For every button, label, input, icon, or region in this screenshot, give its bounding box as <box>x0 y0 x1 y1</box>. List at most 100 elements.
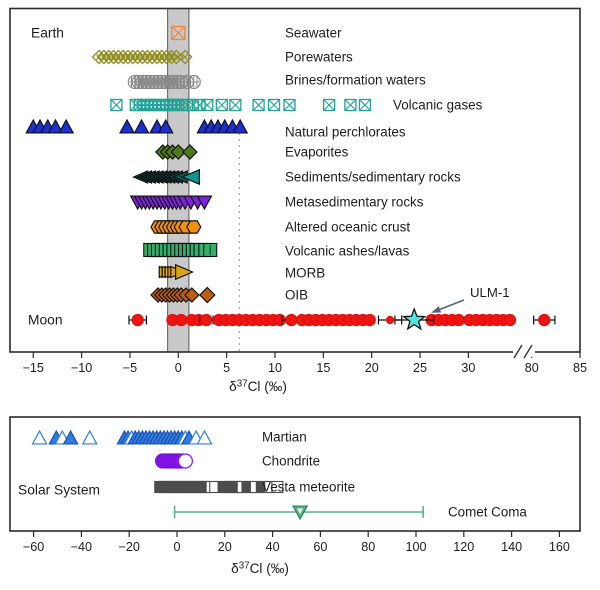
xsquare-marker <box>171 25 186 41</box>
circle-marker <box>177 453 194 469</box>
xsquare-cross <box>359 99 371 111</box>
x-axis-label-sup: 37 <box>237 379 248 390</box>
xsquare-cross <box>215 99 228 111</box>
xsquare-cross <box>252 99 265 111</box>
tri-up-marker <box>47 118 64 134</box>
axis-break-slash <box>523 344 533 359</box>
circle-marker <box>285 313 298 327</box>
series-label-comet-coma: Comet Coma <box>448 505 527 520</box>
series-volcanic-ashes-lavas: Volcanic ashes/lavas <box>143 242 410 259</box>
tri-up-marker <box>81 429 98 445</box>
xdiamond-marker <box>159 49 175 65</box>
xdiamond-marker <box>91 49 107 65</box>
x-axis-label: δ37Cl (‰) <box>229 379 287 395</box>
series-martian: Martian <box>31 429 307 445</box>
xdiamond-marker <box>101 49 117 65</box>
tri-up-marker <box>119 118 136 134</box>
panel-frame <box>9 7 581 353</box>
circle-marker <box>503 313 517 327</box>
axis-tick-label: −60 <box>23 540 44 554</box>
xdiamond-marker <box>96 49 112 65</box>
xdiamond-cross <box>181 53 189 61</box>
xsquare-cross <box>323 99 336 111</box>
circle-marker <box>175 313 188 327</box>
x-axis-label: δ37Cl (‰) <box>231 561 289 577</box>
xdiamond-marker <box>139 49 155 65</box>
axis-tick-label: −40 <box>71 540 92 554</box>
axis-break-slash <box>513 344 523 359</box>
x-axis-label-rest: Cl (‰) <box>248 379 287 394</box>
axis-tick-label: 160 <box>549 540 570 554</box>
panel-solar-system-reservoirs: −60 −40 −20 0 20 40 60 80 100 120 140 160 δ37Cl (‰) M… <box>9 416 581 577</box>
xdiamond-marker <box>177 49 193 65</box>
axis-tick-label: 85 <box>573 361 587 375</box>
series-altered-oceanic-crust: Altered oceanic crust <box>150 220 410 235</box>
xdiamond-cross <box>172 53 180 61</box>
circle-marker <box>452 313 465 327</box>
circle-marker <box>538 313 551 327</box>
series-seawater: Seawater <box>171 25 342 41</box>
xdiamond-marker <box>149 49 165 65</box>
xdiamond-marker <box>130 49 146 65</box>
xsquare-marker <box>110 98 123 112</box>
series-metasedimentary-rocks: Metasedimentary rocks <box>129 195 424 211</box>
axis-tick-label: 20 <box>365 361 379 375</box>
tri-up-marker <box>58 118 75 134</box>
series-label-natural-perchlorates: Natural perchlorates <box>285 125 406 140</box>
axis-tick-label: −10 <box>71 361 92 375</box>
tri-up-marker <box>196 429 213 445</box>
series-comet-coma: Comet Coma <box>173 505 527 521</box>
tri-down-marker <box>196 195 213 211</box>
xsquare-cross <box>110 99 123 111</box>
circle-marker <box>200 313 213 327</box>
series-label-evaporites: Evaporites <box>285 145 349 160</box>
series-morb: MORB <box>158 263 325 281</box>
xsquare-cross <box>229 99 242 111</box>
tri-up-marker <box>157 118 174 134</box>
series-brines-formation-waters: Brines/formation waters <box>127 73 426 90</box>
xsquare-marker <box>323 98 336 112</box>
xdiamond-marker <box>144 49 160 65</box>
xsquare-cross <box>201 99 214 111</box>
panel-label-solar-system: Solar System <box>18 483 100 498</box>
tri-up-marker <box>62 429 79 445</box>
xdiamond-marker <box>110 49 126 65</box>
axis-tick-label: 60 <box>313 540 327 554</box>
xsquare-cross <box>171 26 186 40</box>
panel-label-earth: Earth <box>31 26 64 41</box>
axis-tick-label: 80 <box>361 540 375 554</box>
xsquare-marker <box>358 98 372 112</box>
tri-up-marker <box>232 118 249 134</box>
xsquare-cross <box>268 99 280 111</box>
xdiamond-marker <box>135 49 150 65</box>
circle-marker <box>131 313 144 327</box>
xdiamond-marker <box>125 49 141 65</box>
hexagon-marker <box>186 220 202 234</box>
diamond-marker <box>198 286 216 304</box>
axis-break-mask <box>513 347 535 357</box>
xsquare-marker <box>229 98 242 112</box>
axis-tick-label: 30 <box>461 361 475 375</box>
tri-up-marker <box>133 118 150 134</box>
panel-earth-and-moon-reservoirs: −15 −10 −5 0 5 10 15 20 25 30 80 85 δ37Cl (‰) Seawate… <box>9 7 587 395</box>
axis-tick-label: 100 <box>405 540 426 554</box>
axis-tick-label: −20 <box>119 540 140 554</box>
series-volcanic-gases: Volcanic gases <box>110 98 483 113</box>
series-vesta-meteorite: Vesta meteorite <box>154 480 355 495</box>
xsquare-cross <box>344 99 357 111</box>
panel-frame <box>9 416 581 532</box>
xsquare-marker <box>186 98 199 112</box>
xsquare-cross <box>283 99 296 111</box>
x-axis-label-rest: Cl (‰) <box>250 561 289 576</box>
axis-tick-label: 10 <box>268 361 282 375</box>
tri-down-marker <box>297 508 304 514</box>
x-axis-label-base: δ <box>231 561 239 576</box>
tri-up-marker <box>31 429 48 445</box>
tri-left-marker <box>180 168 200 186</box>
axis-tick-label: 15 <box>316 361 330 375</box>
series-evaporites: Evaporites <box>154 144 349 160</box>
axis-tick-label: 80 <box>525 361 539 375</box>
xsquare-marker <box>201 98 214 112</box>
x-axis-label-sup: 37 <box>239 561 250 572</box>
